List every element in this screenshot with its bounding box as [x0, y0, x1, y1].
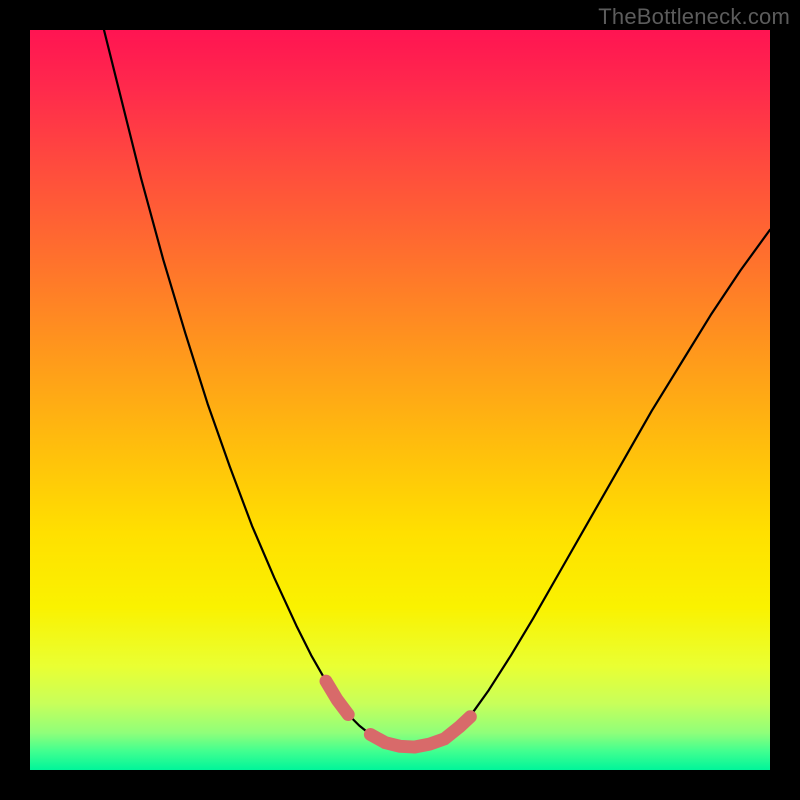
plot-area [30, 30, 770, 770]
watermark-text: TheBottleneck.com [598, 4, 790, 30]
chart-container: TheBottleneck.com [0, 0, 800, 800]
bottleneck-curve-chart [30, 30, 770, 770]
